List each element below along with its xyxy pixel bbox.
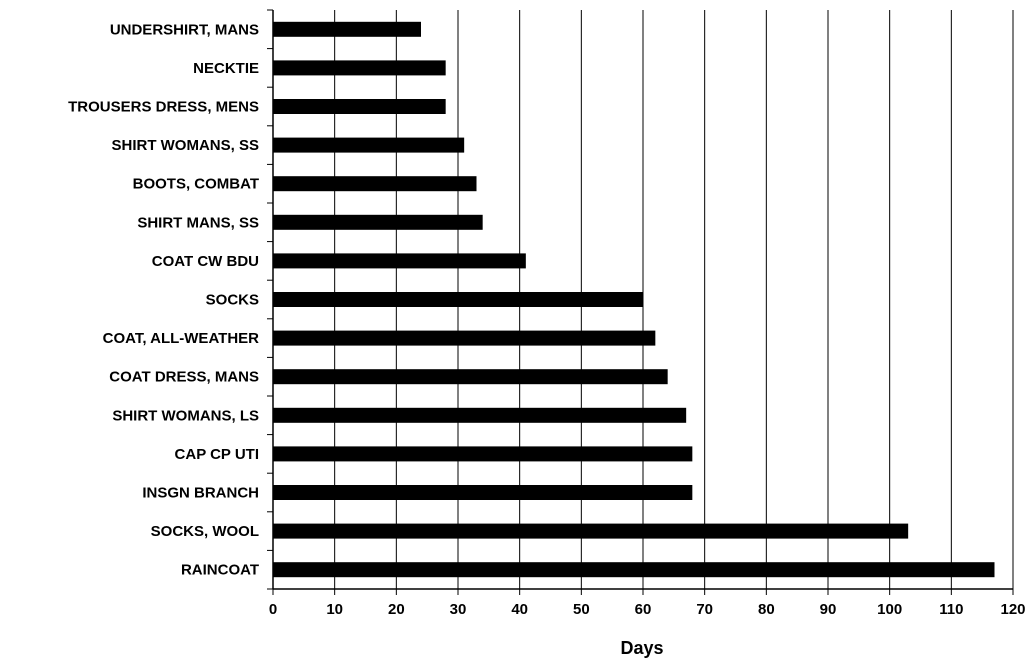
category-labels: UNDERSHIRT, MANS NECKTIE TROUSERS DRESS, M… [68, 21, 259, 578]
category-label: INSGN BRANCH [142, 485, 259, 502]
x-tick-label: 30 [450, 601, 467, 618]
x-tick-label: 60 [635, 601, 652, 618]
category-label: COAT, ALL-WEATHER [103, 330, 260, 347]
category-label: BOOTS, COMBAT [133, 176, 259, 193]
axes [267, 9, 1014, 595]
bar [273, 60, 446, 76]
category-label: UNDERSHIRT, MANS [110, 21, 259, 38]
bar [273, 176, 477, 192]
bar [273, 253, 526, 269]
bar [273, 21, 421, 37]
category-label: COAT CW BDU [152, 253, 259, 270]
x-tick-label: 10 [326, 601, 343, 618]
bar [273, 99, 446, 114]
bar [273, 523, 909, 539]
x-tick-label: 40 [511, 601, 528, 618]
bar [273, 407, 687, 423]
category-label: RAINCOAT [181, 562, 259, 579]
bar [273, 485, 693, 500]
x-tick-label: 120 [1000, 601, 1025, 618]
x-tick-labels: 0 10 20 30 40 50 60 70 80 90 100 110 120 [269, 601, 1026, 618]
category-label: SHIRT WOMANS, LS [112, 407, 259, 424]
x-tick-label: 70 [696, 601, 713, 618]
bar [273, 292, 643, 307]
category-label: SOCKS [206, 292, 259, 309]
category-label: SOCKS, WOOL [151, 523, 259, 540]
bar [273, 214, 483, 230]
category-label: SHIRT MANS, SS [137, 214, 259, 231]
category-label: SHIRT WOMANS, SS [111, 137, 259, 154]
bar [273, 562, 995, 578]
bars [273, 21, 995, 578]
x-axis-title: Days [620, 638, 663, 658]
bar [273, 369, 668, 385]
category-label: NECKTIE [193, 60, 259, 77]
x-tick-label: 50 [573, 601, 590, 618]
category-label: TROUSERS DRESS, MENS [68, 99, 259, 116]
x-tick-label: 100 [877, 601, 902, 618]
bar [273, 330, 656, 346]
category-label: CAP CP UTI [175, 446, 259, 463]
x-tick-label: 110 [939, 601, 963, 618]
x-tick-label: 20 [388, 601, 405, 618]
category-label: COAT DRESS, MANS [109, 369, 259, 386]
bar [273, 446, 693, 462]
x-tick-label: 90 [820, 601, 837, 618]
bar [273, 137, 465, 153]
x-tick-label: 80 [758, 601, 775, 618]
x-tick-label: 0 [269, 601, 277, 618]
